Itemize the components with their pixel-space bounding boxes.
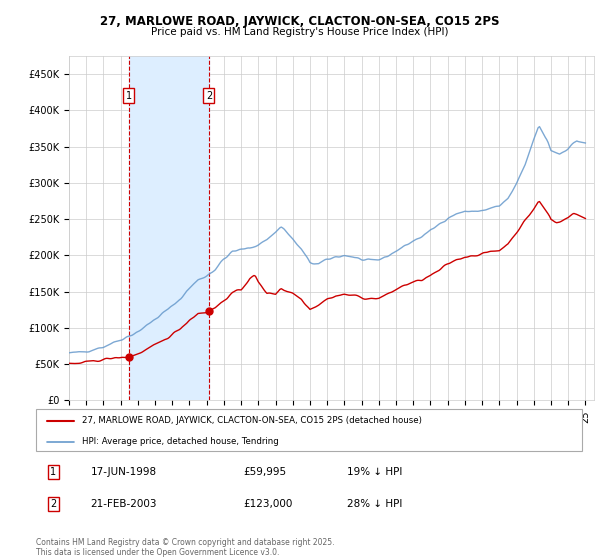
Bar xyxy=(128,56,209,400)
Text: £123,000: £123,000 xyxy=(244,499,293,509)
Text: 1: 1 xyxy=(50,467,56,477)
Text: 2: 2 xyxy=(206,91,212,101)
Text: Contains HM Land Registry data © Crown copyright and database right 2025.
This d: Contains HM Land Registry data © Crown c… xyxy=(36,538,335,557)
Text: 19% ↓ HPI: 19% ↓ HPI xyxy=(347,467,403,477)
Text: £59,995: £59,995 xyxy=(244,467,287,477)
Text: HPI: Average price, detached house, Tendring: HPI: Average price, detached house, Tend… xyxy=(82,437,279,446)
Text: 1: 1 xyxy=(125,91,131,101)
Text: 21-FEB-2003: 21-FEB-2003 xyxy=(91,499,157,509)
Text: 27, MARLOWE ROAD, JAYWICK, CLACTON-ON-SEA, CO15 2PS (detached house): 27, MARLOWE ROAD, JAYWICK, CLACTON-ON-SE… xyxy=(82,416,422,425)
Text: 27, MARLOWE ROAD, JAYWICK, CLACTON-ON-SEA, CO15 2PS: 27, MARLOWE ROAD, JAYWICK, CLACTON-ON-SE… xyxy=(100,15,500,28)
Text: 28% ↓ HPI: 28% ↓ HPI xyxy=(347,499,403,509)
Text: 17-JUN-1998: 17-JUN-1998 xyxy=(91,467,157,477)
Text: 2: 2 xyxy=(50,499,56,509)
Text: Price paid vs. HM Land Registry's House Price Index (HPI): Price paid vs. HM Land Registry's House … xyxy=(151,27,449,38)
